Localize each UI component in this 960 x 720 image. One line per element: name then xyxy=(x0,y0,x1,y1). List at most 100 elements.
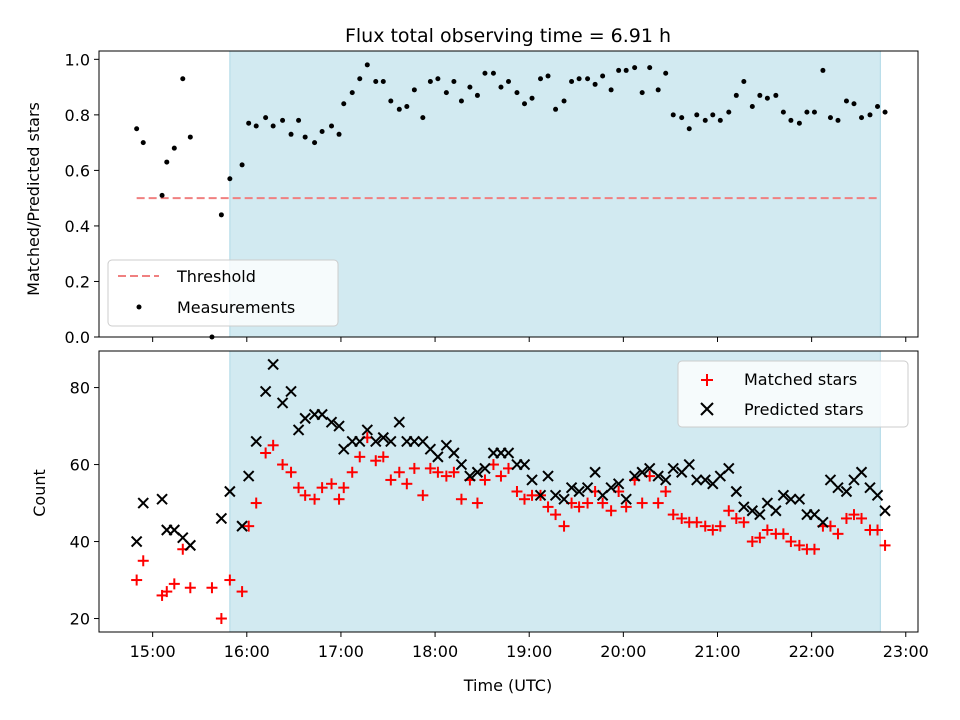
predicted-star-marker xyxy=(526,474,538,486)
predicted-star-marker xyxy=(518,458,531,471)
predicted-star-marker xyxy=(385,435,397,448)
measurement-point xyxy=(458,98,464,104)
predicted-star-marker xyxy=(361,424,374,436)
predicted-star-marker xyxy=(377,431,390,444)
measurement-point xyxy=(329,123,335,129)
measurement-point xyxy=(859,115,865,121)
matched-star-marker xyxy=(326,478,338,490)
matched-star-marker xyxy=(714,520,726,532)
measurement-point xyxy=(187,134,193,140)
predicted-star-marker xyxy=(333,420,345,432)
bottom-panel: 15:00 16:00 17:00 18:00 19:00 20:00 21:00 22:00… xyxy=(30,350,929,695)
measurement-point xyxy=(867,112,873,118)
matched-star-marker xyxy=(856,512,868,524)
predicted-star-marker xyxy=(299,412,311,425)
predicted-stars-points xyxy=(130,358,891,552)
measurement-points xyxy=(134,62,888,340)
predicted-star-marker xyxy=(660,474,672,486)
predicted-star-marker xyxy=(215,512,228,525)
measurement-point xyxy=(851,101,857,107)
predicted-star-marker xyxy=(479,462,491,475)
chart-title: Flux total observing time = 6.91 h xyxy=(345,25,671,47)
matched-star-marker xyxy=(385,474,397,486)
matched-star-marker xyxy=(250,497,262,509)
matched-star-marker xyxy=(471,497,483,509)
legend-matched-swatch xyxy=(701,374,713,386)
predicted-star-marker xyxy=(464,470,476,482)
matched-star-marker xyxy=(432,466,444,478)
matched-star-marker xyxy=(676,512,688,524)
legend-measurements-label: Measurements xyxy=(177,298,295,317)
measurement-point xyxy=(561,98,567,104)
x-tick-label: 22:00 xyxy=(789,642,835,661)
measurement-point xyxy=(592,81,598,87)
top-y-tick-label: 0.0 xyxy=(65,328,90,347)
matched-star-marker xyxy=(832,528,844,540)
measurement-point xyxy=(773,92,779,98)
matched-star-marker xyxy=(730,512,742,524)
matched-stars-points xyxy=(131,432,891,625)
matched-star-marker xyxy=(333,493,345,505)
measurement-point xyxy=(827,115,833,121)
top-y-axis-label: Matched/Predicted stars xyxy=(24,102,43,296)
measurement-point xyxy=(134,126,140,132)
bottom-axes-frame xyxy=(98,350,919,633)
measurement-point xyxy=(585,76,591,82)
measurement-point xyxy=(811,109,817,115)
measurement-point xyxy=(686,126,692,132)
matched-star-marker xyxy=(746,536,758,548)
matched-star-marker xyxy=(558,520,570,532)
predicted-star-marker xyxy=(285,385,297,398)
matched-star-marker xyxy=(660,486,672,497)
measurement-point xyxy=(420,115,426,121)
predicted-star-marker xyxy=(754,508,766,521)
predicted-star-marker xyxy=(316,408,328,421)
predicted-star-marker xyxy=(534,489,547,502)
top-y-tick-label: 0.4 xyxy=(65,217,90,236)
measurement-point xyxy=(820,67,826,73)
matched-star-marker xyxy=(597,497,609,509)
measurement-point xyxy=(522,101,528,107)
predicted-star-marker xyxy=(612,478,625,490)
matched-star-marker xyxy=(293,482,305,494)
matched-star-marker xyxy=(879,539,891,551)
measurement-point xyxy=(514,90,520,96)
matched-star-marker xyxy=(137,555,149,567)
predicted-star-marker xyxy=(558,493,570,505)
matched-star-marker xyxy=(573,501,585,513)
measurement-point xyxy=(804,109,810,115)
matched-star-marker xyxy=(582,497,594,509)
matched-star-marker xyxy=(723,505,735,517)
predicted-star-marker xyxy=(267,358,279,371)
matched-star-marker xyxy=(408,462,420,474)
matched-star-marker xyxy=(316,482,328,494)
measurement-point xyxy=(239,162,245,168)
measurement-point xyxy=(263,115,269,121)
measurement-point xyxy=(218,212,224,218)
measurement-point xyxy=(788,117,794,123)
measurement-point xyxy=(373,79,379,85)
matched-star-marker xyxy=(636,497,648,509)
legend-threshold-label: Threshold xyxy=(176,267,256,286)
matched-star-marker xyxy=(777,528,789,540)
predicted-star-marker xyxy=(636,466,648,478)
predicted-star-marker xyxy=(683,458,695,471)
matched-star-marker xyxy=(299,489,311,501)
measurement-point xyxy=(296,117,302,123)
measurement-point xyxy=(600,73,606,79)
measurement-point xyxy=(319,129,325,135)
x-tick-label: 21:00 xyxy=(694,642,740,661)
measurement-point xyxy=(388,98,394,104)
measurement-point xyxy=(764,95,770,101)
x-tick-label: 20:00 xyxy=(600,642,646,661)
predicted-star-marker xyxy=(723,462,735,475)
matched-star-marker xyxy=(479,474,491,486)
top-legend: Threshold Measurements xyxy=(107,259,339,327)
measurement-point xyxy=(882,109,888,115)
top-y-tick-label: 0.2 xyxy=(65,272,90,291)
measurement-point xyxy=(474,92,480,98)
predicted-star-marker xyxy=(432,451,444,463)
x-tick-label: 17:00 xyxy=(318,642,364,661)
measurement-point xyxy=(679,115,685,121)
